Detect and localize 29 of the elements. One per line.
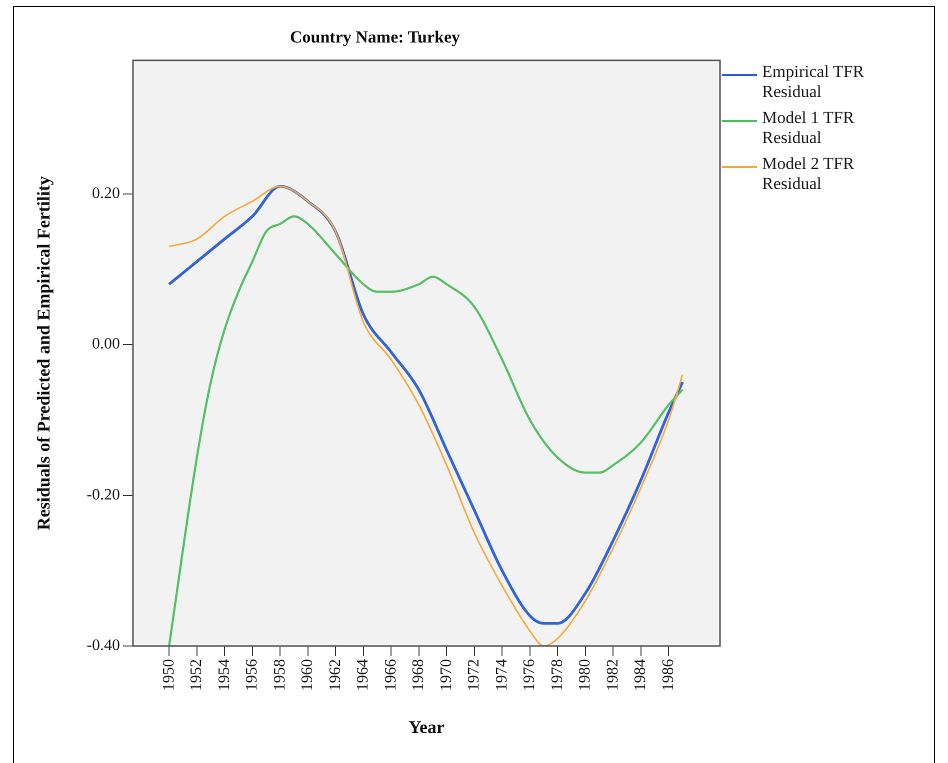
x-tick-label: 1964 bbox=[354, 659, 372, 691]
x-tick-label: 1950 bbox=[160, 659, 178, 691]
legend-label: Model 2 TFR Residual bbox=[762, 154, 856, 194]
y-tick-label: -0.40 bbox=[86, 637, 120, 654]
x-tick-label: 1972 bbox=[466, 659, 483, 691]
x-tick-label: 1962 bbox=[326, 659, 344, 691]
x-tick-label: 1954 bbox=[216, 659, 233, 691]
x-tick-label: 1968 bbox=[410, 659, 428, 691]
x-tick-label: 1960 bbox=[299, 659, 316, 691]
x-tick-label: 1970 bbox=[438, 659, 455, 691]
x-tick-label: 1952 bbox=[188, 659, 206, 691]
x-tick-label: 1956 bbox=[244, 659, 261, 691]
x-tick-label: 1980 bbox=[576, 659, 594, 691]
x-tick-label: 1958 bbox=[271, 659, 288, 691]
legend-label: Model 1 TFR Residual bbox=[762, 108, 856, 148]
x-tick-label: 1976 bbox=[521, 659, 538, 691]
x-tick-label: 1984 bbox=[632, 659, 650, 691]
x-tick-label: 1982 bbox=[604, 659, 622, 691]
x-tick-label: 1974 bbox=[493, 659, 510, 691]
legend-label: Empirical TFR Residual bbox=[762, 62, 866, 102]
x-axis-title: Year bbox=[408, 716, 444, 737]
y-axis-title: Residuals of Predicted and Empirical Fertility bbox=[33, 176, 54, 530]
x-tick-label: 1986 bbox=[660, 659, 677, 691]
y-tick-label: -0.20 bbox=[86, 486, 120, 504]
chart-title: Country Name: Turkey bbox=[290, 28, 460, 47]
x-tick-label: 1978 bbox=[548, 659, 566, 691]
x-tick-label: 1966 bbox=[382, 659, 400, 691]
y-tick-label: 0.20 bbox=[92, 185, 120, 202]
y-tick-label: 0.00 bbox=[92, 336, 120, 353]
